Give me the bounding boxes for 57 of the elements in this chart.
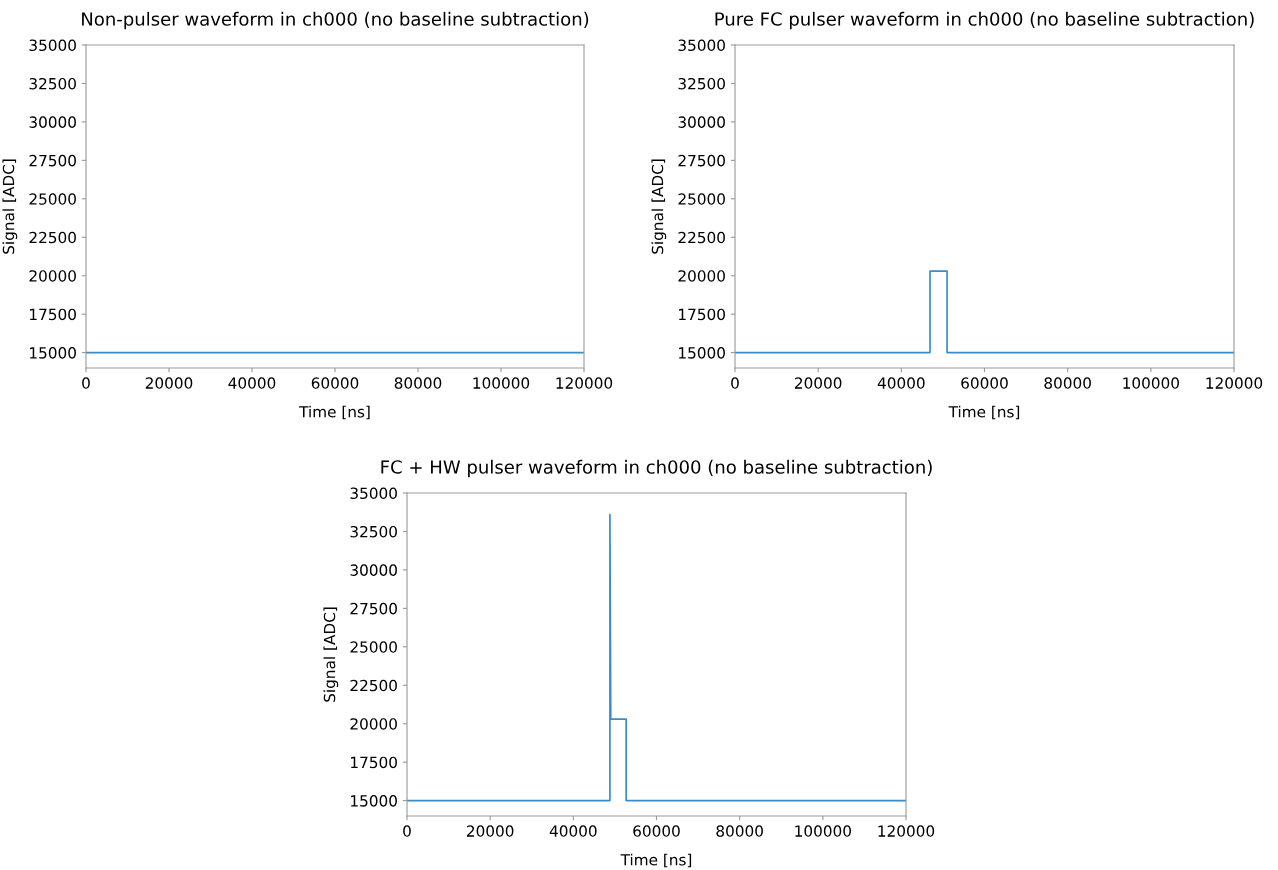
y-tick-label: 27500 [350, 602, 397, 615]
x-tick-label: 0 [82, 377, 90, 389]
y-tick-label: 30000 [350, 564, 397, 576]
y-tick-label: 32500 [29, 77, 76, 90]
x-tick-label: 100000 [1123, 377, 1179, 389]
x-axis-title: Time [ns] [299, 405, 370, 420]
y-tick-label: 22500 [350, 679, 397, 692]
x-axis-title: Time [ns] [620, 853, 692, 868]
x-tick-label: 80000 [394, 377, 442, 389]
y-tick-label: 15000 [351, 795, 397, 807]
y-tick-label: 32500 [350, 525, 397, 538]
y-tick-label: 35000 [29, 39, 76, 52]
x-tick-label: 120000 [556, 377, 613, 389]
x-tick-label: 80000 [716, 825, 763, 837]
y-tick-label: 17500 [351, 756, 397, 769]
y-tick-label: 20000 [678, 270, 725, 282]
chart-title: FC + HW pulser waveform in ch000 (no baseline subtraction) [381, 459, 932, 478]
x-tick-label: 40000 [877, 377, 925, 389]
y-tick-label: 30000 [29, 116, 76, 128]
x-tick-label: 100000 [795, 825, 851, 837]
y-tick-label: 17500 [30, 308, 76, 321]
x-tick-label: 20000 [466, 825, 514, 837]
x-tick-label: 20000 [794, 377, 842, 389]
x-tick-label: 40000 [228, 377, 276, 389]
y-tick-label: 20000 [350, 718, 397, 730]
x-axis-title: Time [ns] [948, 405, 1020, 420]
y-axis-title: Signal [ADC] [2, 159, 18, 254]
y-tick-label: 25000 [678, 193, 725, 205]
x-tick-label: 60000 [633, 825, 680, 837]
y-tick-label: 35000 [350, 487, 397, 500]
x-tick-label: 80000 [1044, 377, 1091, 389]
y-tick-label: 17500 [679, 308, 725, 321]
x-tick-label: 20000 [145, 377, 193, 389]
y-tick-label: 20000 [29, 270, 76, 282]
y-tick-label: 25000 [350, 641, 397, 653]
x-tick-label: 120000 [1206, 377, 1263, 389]
x-tick-label: 60000 [311, 377, 359, 389]
y-axis-title: Signal [ADC] [323, 607, 339, 702]
x-tick-label: 60000 [961, 377, 1008, 389]
y-tick-label: 22500 [29, 231, 76, 244]
y-tick-label: 30000 [678, 116, 725, 128]
y-tick-label: 35000 [678, 39, 725, 52]
y-tick-label: 25000 [29, 193, 76, 205]
y-tick-label: 15000 [679, 347, 725, 359]
y-tick-label: 22500 [678, 231, 725, 244]
y-tick-label: 15000 [30, 347, 76, 359]
chart-title: Non-pulser waveform in ch000 (no baseline subtraction) [82, 11, 589, 30]
x-tick-label: 0 [731, 377, 739, 389]
chart-title: Pure FC pulser waveform in ch000 (no baseline subtraction) [715, 11, 1254, 30]
y-tick-label: 27500 [29, 154, 76, 167]
y-tick-label: 27500 [678, 154, 725, 167]
x-tick-label: 40000 [549, 825, 597, 837]
x-tick-label: 100000 [473, 377, 530, 389]
x-tick-label: 0 [403, 825, 411, 837]
y-tick-label: 32500 [678, 77, 725, 90]
y-axis-title: Signal [ADC] [651, 159, 667, 254]
x-tick-label: 120000 [878, 825, 935, 837]
